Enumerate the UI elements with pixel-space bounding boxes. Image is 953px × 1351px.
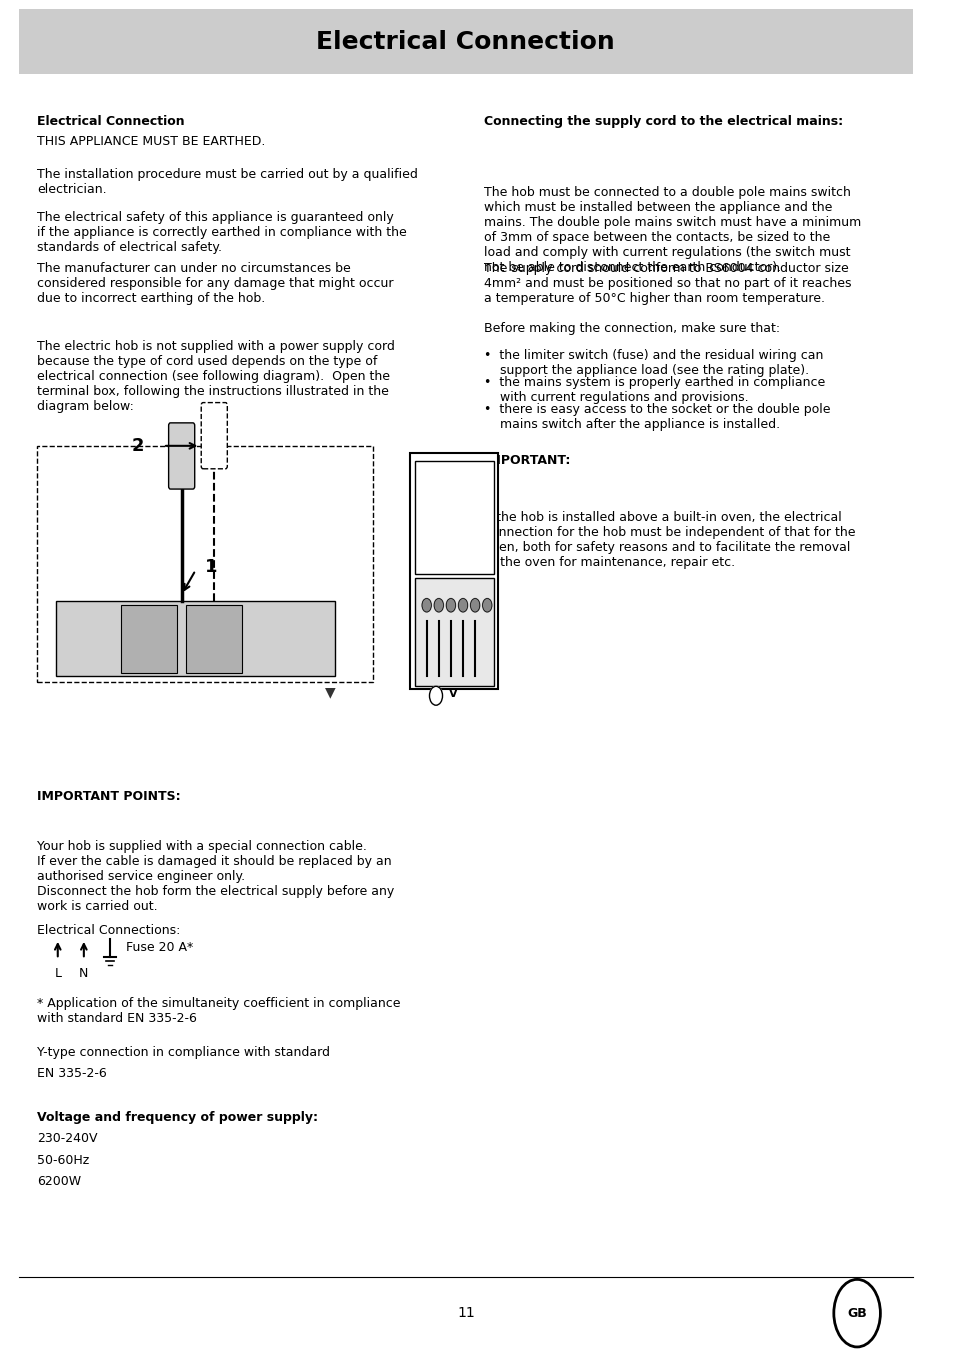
FancyBboxPatch shape [121, 605, 177, 673]
Circle shape [434, 598, 443, 612]
FancyBboxPatch shape [415, 578, 494, 686]
Text: 50-60Hz: 50-60Hz [37, 1154, 90, 1167]
Circle shape [833, 1279, 880, 1347]
Text: N: N [79, 967, 89, 981]
Text: The hob must be connected to a double pole mains switch
which must be installed : The hob must be connected to a double po… [484, 186, 861, 274]
FancyBboxPatch shape [56, 601, 335, 676]
Circle shape [470, 598, 479, 612]
Text: Fuse 20 A*: Fuse 20 A* [126, 940, 193, 954]
Text: Y-type connection in compliance with standard: Y-type connection in compliance with sta… [37, 1046, 330, 1059]
Text: •  there is easy access to the socket or the double pole
    mains switch after : • there is easy access to the socket or … [484, 403, 830, 431]
Text: V: V [449, 689, 457, 698]
Text: IMPORTANT POINTS:: IMPORTANT POINTS: [37, 790, 181, 804]
Text: EN 335-2-6: EN 335-2-6 [37, 1067, 107, 1081]
Text: L: L [54, 967, 61, 981]
Text: 6200W: 6200W [37, 1175, 81, 1189]
Text: The installation procedure must be carried out by a qualified
electrician.: The installation procedure must be carri… [37, 168, 417, 196]
Text: Your hob is supplied with a special connection cable.
If ever the cable is damag: Your hob is supplied with a special conn… [37, 840, 395, 913]
Text: •  the limiter switch (fuse) and the residual wiring can
    support the applian: • the limiter switch (fuse) and the resi… [484, 349, 823, 377]
Circle shape [446, 598, 456, 612]
Text: ▼: ▼ [325, 685, 335, 698]
Text: Connecting the supply cord to the electrical mains:: Connecting the supply cord to the electr… [484, 115, 842, 128]
FancyBboxPatch shape [415, 461, 494, 574]
Text: Electrical Connection: Electrical Connection [37, 115, 185, 128]
Text: Electrical Connections:: Electrical Connections: [37, 924, 180, 938]
Text: •  the mains system is properly earthed in compliance
    with current regulatio: • the mains system is properly earthed i… [484, 376, 825, 404]
Text: Electrical Connection: Electrical Connection [316, 30, 615, 54]
Text: Before making the connection, make sure that:: Before making the connection, make sure … [484, 322, 780, 335]
FancyBboxPatch shape [410, 453, 497, 689]
Text: Voltage and frequency of power supply:: Voltage and frequency of power supply: [37, 1111, 318, 1124]
FancyBboxPatch shape [19, 9, 912, 74]
Circle shape [421, 598, 431, 612]
Circle shape [457, 598, 467, 612]
Circle shape [482, 598, 492, 612]
FancyBboxPatch shape [169, 423, 194, 489]
Text: The manufacturer can under no circumstances be
considered responsible for any da: The manufacturer can under no circumstan… [37, 262, 394, 305]
Text: IMPORTANT:: IMPORTANT: [484, 454, 570, 467]
FancyBboxPatch shape [201, 403, 227, 469]
Text: If the hob is installed above a built-in oven, the electrical
connection for the: If the hob is installed above a built-in… [484, 511, 855, 569]
Text: THIS APPLIANCE MUST BE EARTHED.: THIS APPLIANCE MUST BE EARTHED. [37, 135, 265, 149]
Text: 2: 2 [132, 436, 144, 455]
Text: The supply cord should conform to BS6004 conductor size
4mm² and must be positio: The supply cord should conform to BS6004… [484, 262, 851, 305]
Text: 11: 11 [456, 1306, 475, 1320]
Text: GB: GB [846, 1306, 866, 1320]
FancyBboxPatch shape [186, 605, 242, 673]
Text: The electric hob is not supplied with a power supply cord
because the type of co: The electric hob is not supplied with a … [37, 340, 395, 413]
Circle shape [429, 686, 442, 705]
Text: 230-240V: 230-240V [37, 1132, 97, 1146]
Text: The electrical safety of this appliance is guaranteed only
if the appliance is c: The electrical safety of this appliance … [37, 211, 407, 254]
Text: 1: 1 [205, 558, 217, 577]
Text: * Application of the simultaneity coefficient in compliance
with standard EN 335: * Application of the simultaneity coeffi… [37, 997, 400, 1025]
